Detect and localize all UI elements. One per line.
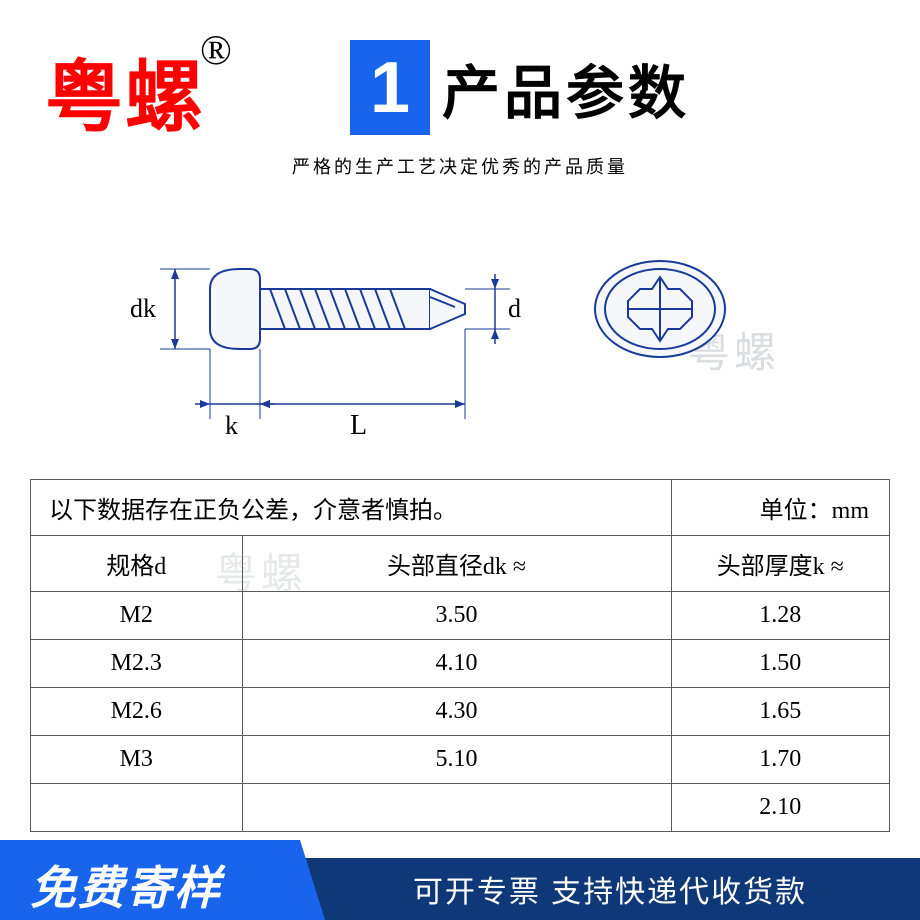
registered-icon: ® xyxy=(200,27,232,75)
table-row: M2 3.50 1.28 xyxy=(31,592,890,640)
table-note-row: 以下数据存在正负公差，介意者慎拍。 单位：mm xyxy=(31,480,890,536)
label-L: L xyxy=(350,410,367,441)
subtitle: 严格的生产工艺决定优秀的产品质量 xyxy=(0,153,920,179)
label-dk: dk xyxy=(130,294,156,323)
footer-left: 免费寄样 xyxy=(0,840,300,920)
col-spec: 规格d xyxy=(31,536,243,592)
header: 粤螺 ® 1 产品参数 严格的生产工艺决定优秀的产品质量 xyxy=(0,0,920,179)
footer-right-text: 可开专票 支持快递代收货款 xyxy=(413,867,807,911)
spec-table: 以下数据存在正负公差，介意者慎拍。 单位：mm 规格d 头部直径dk ≈ 头部厚… xyxy=(30,479,890,832)
screw-diagram: dk d k L xyxy=(100,219,800,459)
col-dk: 头部直径dk ≈ xyxy=(242,536,671,592)
footer: 免费寄样 可开专票 支持快递代收货款 xyxy=(0,840,920,920)
table-row: M2.6 4.30 1.65 xyxy=(31,688,890,736)
table-row: M2.3 4.10 1.50 xyxy=(31,640,890,688)
footer-left-text: 免费寄样 xyxy=(0,840,300,918)
table-header-row: 规格d 头部直径dk ≈ 头部厚度k ≈ xyxy=(31,536,890,592)
brand-logo: 粤螺 ® xyxy=(45,35,232,147)
spec-table-wrap: 以下数据存在正负公差，介意者慎拍。 单位：mm 规格d 头部直径dk ≈ 头部厚… xyxy=(30,479,890,832)
footer-right: 可开专票 支持快递代收货款 xyxy=(300,858,920,920)
table-unit: 单位：mm xyxy=(671,480,889,536)
table-row: 2.10 xyxy=(31,784,890,832)
section-number: 1 xyxy=(350,40,430,135)
label-d: d xyxy=(508,294,521,323)
title-row: 1 产品参数 xyxy=(350,40,690,135)
col-k: 头部厚度k ≈ xyxy=(671,536,889,592)
brand-name: 粤螺 xyxy=(45,35,205,147)
table-row: M3 5.10 1.70 xyxy=(31,736,890,784)
page-title: 产品参数 xyxy=(442,46,690,130)
table-note: 以下数据存在正负公差，介意者慎拍。 xyxy=(31,480,672,536)
label-k: k xyxy=(225,411,238,440)
diagram-area: 粤螺 xyxy=(0,209,920,469)
